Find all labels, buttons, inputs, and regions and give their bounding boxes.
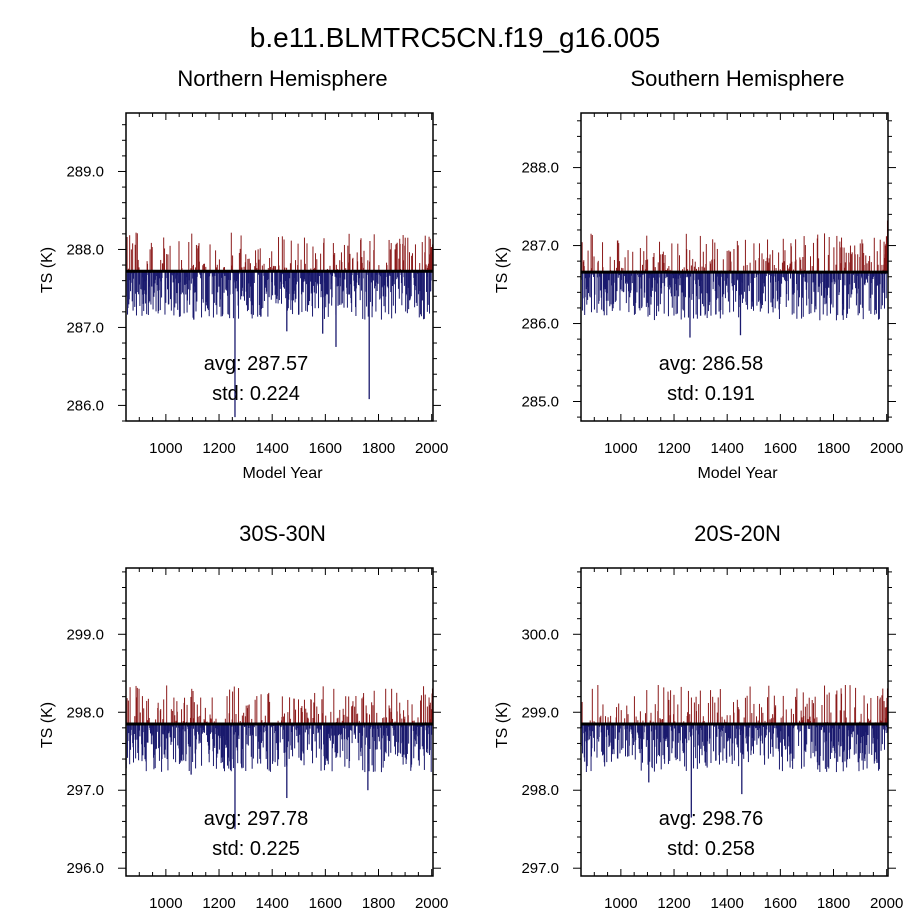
x-tick-label: 1200 bbox=[202, 895, 235, 910]
x-tick-label: 2000 bbox=[870, 895, 903, 910]
y-axis-label: TS (K) bbox=[39, 247, 56, 293]
figure-title: b.e11.BLMTRC5CN.f19_g16.005 bbox=[249, 22, 661, 53]
y-tick-label: 287.0 bbox=[66, 319, 104, 336]
x-axis-label: Model Year bbox=[242, 465, 323, 482]
x-axis: 1000 1200 1400 1600 1800 2000 bbox=[138, 568, 448, 910]
x-axis: 1000 1200 1400 1600 1800 2000 bbox=[138, 113, 448, 457]
x-tick-label: 1200 bbox=[202, 440, 235, 457]
y-tick-label: 288.0 bbox=[66, 241, 104, 258]
x-tick-label: 1800 bbox=[817, 895, 850, 910]
x-tick-label: 1600 bbox=[764, 895, 797, 910]
plot-frame bbox=[125, 112, 434, 422]
x-tick-label: 1400 bbox=[256, 440, 289, 457]
x-tick-label: 2000 bbox=[415, 440, 448, 457]
panel-title: Northern Hemisphere bbox=[177, 66, 387, 91]
x-tick-label: 1800 bbox=[817, 440, 850, 457]
std-annotation: std: 0.191 bbox=[667, 383, 755, 405]
x-tick-label: 1000 bbox=[604, 895, 637, 910]
x-tick-label: 1800 bbox=[362, 440, 395, 457]
series-bars bbox=[580, 220, 889, 338]
y-tick-label: 297.0 bbox=[66, 782, 104, 799]
panel-northern-hemisphere: 1000 1200 1400 1600 1800 2000286.0287.0288.02… bbox=[39, 66, 448, 482]
std-annotation: std: 0.225 bbox=[212, 838, 300, 860]
x-tick-label: 1000 bbox=[604, 440, 637, 457]
y-tick-label: 298.0 bbox=[66, 704, 104, 721]
y-axis-label: TS (K) bbox=[39, 702, 56, 748]
y-tick-label: 296.0 bbox=[66, 860, 104, 877]
y-tick-label: 285.0 bbox=[521, 394, 559, 411]
panel-title: Southern Hemisphere bbox=[630, 66, 844, 91]
y-tick-label: 299.0 bbox=[521, 704, 559, 721]
y-axis: 285.0 286.0 287.0 288.0 bbox=[521, 120, 896, 418]
y-axis-label: TS (K) bbox=[494, 702, 511, 748]
std-annotation: std: 0.258 bbox=[667, 838, 755, 860]
x-tick-label: 1200 bbox=[657, 895, 690, 910]
avg-annotation: avg: 286.58 bbox=[659, 353, 764, 375]
y-tick-label: 300.0 bbox=[521, 626, 559, 643]
y-tick-label: 286.0 bbox=[66, 397, 104, 414]
y-tick-label: 299.0 bbox=[66, 626, 104, 643]
panel-southern-hemisphere: 1000 1200 1400 1600 1800 2000285.0286.0287.02… bbox=[494, 66, 903, 482]
x-tick-label: 1000 bbox=[149, 895, 182, 910]
x-tick-label: 2000 bbox=[415, 895, 448, 910]
y-axis-label: TS (K) bbox=[494, 247, 511, 293]
y-tick-label: 289.0 bbox=[66, 163, 104, 180]
plot-frame bbox=[125, 567, 434, 877]
x-tick-label: 1600 bbox=[309, 440, 342, 457]
y-tick-label: 288.0 bbox=[521, 160, 559, 177]
y-tick-label: 298.0 bbox=[521, 782, 559, 799]
panel-20s-20n: 1000 1200 1400 1600 1800 2000 297.0 298.0 299.0 3… bbox=[494, 521, 903, 910]
series-bars bbox=[580, 684, 889, 818]
x-tick-label: 1400 bbox=[711, 895, 744, 910]
plot-frame bbox=[580, 567, 889, 877]
std-annotation: std: 0.224 bbox=[212, 383, 300, 405]
x-tick-label: 1200 bbox=[657, 440, 690, 457]
avg-annotation: avg: 298.76 bbox=[659, 808, 764, 830]
x-axis: 1000 1200 1400 1600 1800 2000 bbox=[593, 113, 903, 457]
x-axis-label: Model Year bbox=[697, 465, 778, 482]
y-tick-label: 286.0 bbox=[521, 316, 559, 333]
y-tick-label: 297.0 bbox=[521, 860, 559, 877]
y-axis: 297.0 298.0 299.0 300.0 bbox=[521, 571, 896, 877]
y-tick-label: 287.0 bbox=[521, 238, 559, 255]
avg-annotation: avg: 287.57 bbox=[204, 353, 309, 375]
x-tick-label: 1600 bbox=[764, 440, 797, 457]
x-tick-label: 1400 bbox=[711, 440, 744, 457]
y-axis: 296.0 297.0 298.0 299.0 bbox=[66, 571, 441, 877]
x-tick-label: 1800 bbox=[362, 895, 395, 910]
plot-frame bbox=[580, 112, 889, 422]
panel-title: 20S-20N bbox=[694, 521, 781, 546]
avg-annotation: avg: 297.78 bbox=[204, 808, 309, 830]
y-axis: 286.0 287.0 288.0 289.0 bbox=[66, 124, 441, 422]
panel-30s-30n: 1000 1200 1400 1600 1800 2000296.0297.0298.02… bbox=[39, 521, 448, 910]
x-tick-label: 1400 bbox=[256, 895, 289, 910]
x-tick-label: 2000 bbox=[870, 440, 903, 457]
x-axis: 1000 1200 1400 1600 1800 2000 bbox=[593, 568, 903, 910]
x-tick-label: 1600 bbox=[309, 895, 342, 910]
panel-title: 30S-30N bbox=[239, 521, 326, 546]
x-tick-label: 1000 bbox=[149, 440, 182, 457]
